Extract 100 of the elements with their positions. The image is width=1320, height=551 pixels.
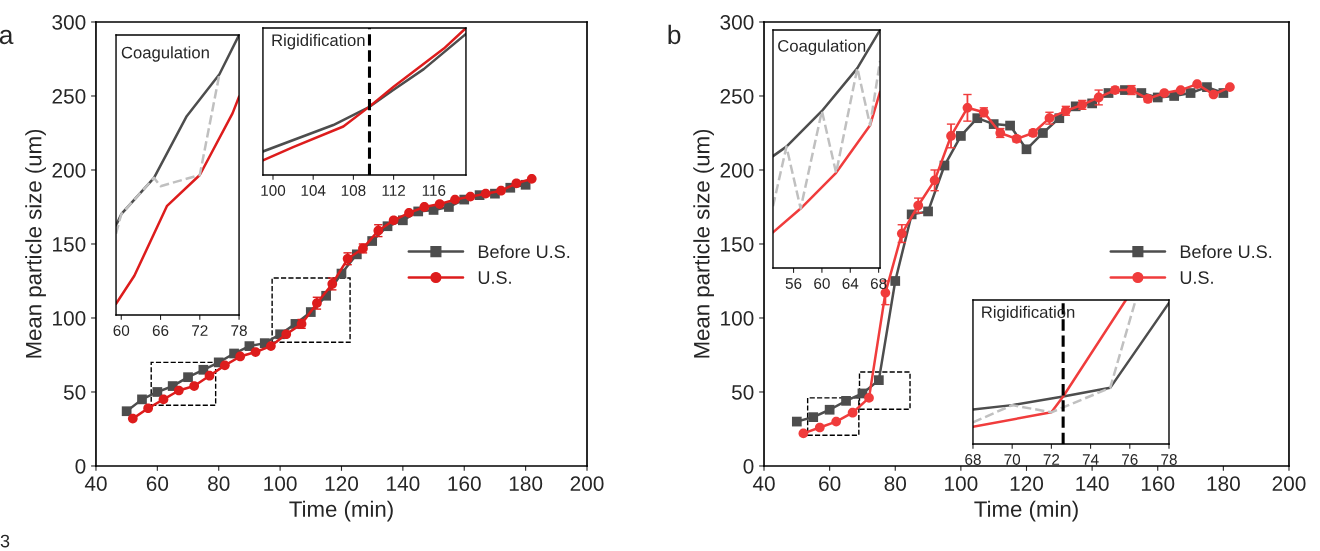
x-tick-label: 80: [884, 476, 907, 492]
legend-label: U.S.: [1180, 271, 1213, 284]
point: [496, 185, 506, 196]
point: [388, 215, 399, 226]
x-tick-label: 160: [1141, 476, 1175, 492]
x-tick-label: 104: [301, 185, 326, 196]
x-tick-label: 56: [785, 278, 802, 289]
y-axis-title: Mean particle size (um): [25, 129, 46, 358]
x-tick-label: 78: [231, 325, 247, 336]
point: [1208, 89, 1219, 100]
x-tick-label: 200: [570, 476, 604, 492]
legend-label: Before U.S.: [478, 244, 570, 259]
x-tick-label: 100: [261, 185, 286, 196]
point: [831, 416, 842, 427]
point: [864, 393, 874, 403]
point: [526, 174, 537, 184]
point: [121, 406, 132, 417]
x-tick-label: 72: [1043, 454, 1060, 465]
point: [824, 404, 835, 415]
point: [158, 394, 169, 405]
chart-title: a: [0, 29, 14, 45]
chart-title: Rigidification: [982, 305, 1075, 322]
point: [923, 206, 933, 217]
point: [189, 381, 200, 391]
point: [1175, 85, 1186, 95]
x-tick-label: 200: [1272, 476, 1306, 492]
point: [956, 131, 966, 141]
y-tick-label: 100: [53, 310, 86, 326]
x-tick-label: 100: [945, 476, 978, 492]
chart-title: b: [668, 24, 681, 45]
y-tick-label: 300: [720, 14, 754, 30]
point: [972, 113, 983, 124]
point: [1185, 88, 1196, 98]
point: [204, 370, 215, 381]
point: [1021, 144, 1032, 155]
y-tick-label: 50: [731, 384, 754, 400]
point: [220, 360, 230, 371]
x-tick-label: 40: [752, 476, 775, 492]
x-axis-title: Time (min): [974, 500, 1078, 522]
point: [873, 375, 884, 385]
y-tick-label: 250: [52, 88, 86, 104]
x-tick-label: 140: [387, 476, 420, 492]
x-tick-label: 78: [1161, 454, 1177, 465]
x-tick-label: 74: [1082, 454, 1099, 465]
point: [1038, 128, 1048, 138]
point: [450, 194, 460, 205]
y-tick-label: 200: [52, 162, 86, 178]
y-tick-label: 150: [721, 236, 754, 252]
y-tick-label: 300: [52, 14, 86, 30]
x-tick-label: 70: [1004, 454, 1021, 465]
point: [127, 413, 138, 424]
point: [1192, 79, 1202, 90]
x-tick-label: 112: [382, 185, 406, 196]
chart-title: Rigidification: [272, 33, 365, 50]
x-tick-label: 100: [264, 476, 297, 492]
x-tick-label: 180: [509, 476, 543, 492]
y-tick-label: 200: [720, 162, 754, 178]
x-tick-label: 66: [152, 325, 169, 336]
point: [465, 191, 476, 202]
x-tick-label: 68: [965, 454, 981, 465]
y-tick-label: 100: [721, 310, 754, 326]
point: [890, 276, 901, 286]
x-tick-label: 60: [819, 476, 841, 492]
point: [235, 351, 246, 362]
point: [404, 208, 414, 218]
x-axis-title: Time (min): [289, 500, 393, 522]
legend-label: Before U.S.: [1180, 244, 1272, 259]
point: [173, 385, 184, 396]
x-tick-label: 160: [448, 476, 481, 492]
y-tick-label: 250: [720, 88, 754, 104]
point: [143, 403, 153, 414]
text: Coagulation: [121, 46, 209, 62]
point: [1159, 88, 1170, 98]
text: 3: [0, 534, 10, 548]
point: [808, 412, 819, 422]
point: [1005, 120, 1015, 131]
x-tick-label: 120: [325, 476, 359, 492]
point: [266, 341, 276, 351]
point: [137, 394, 147, 405]
point: [480, 188, 491, 199]
x-tick-label: 40: [84, 476, 107, 492]
y-tick-label: 150: [53, 236, 86, 252]
y-tick-label: 0: [743, 458, 754, 474]
y-tick-label: 0: [75, 458, 86, 474]
x-tick-label: 120: [1010, 476, 1044, 492]
point: [791, 416, 802, 427]
point: [841, 396, 851, 406]
point: [434, 199, 445, 209]
point: [281, 329, 292, 340]
x-tick-label: 180: [1207, 476, 1240, 492]
point: [1225, 82, 1235, 92]
point: [814, 422, 825, 433]
x-tick-label: 108: [341, 185, 366, 196]
point: [511, 178, 522, 189]
x-tick-label: 72: [192, 325, 208, 336]
y-tick-label: 50: [63, 384, 86, 400]
text: Coagulation: [778, 39, 866, 56]
x-tick-label: 60: [814, 278, 830, 289]
x-tick-label: 60: [113, 325, 130, 336]
x-tick-label: 116: [422, 185, 446, 196]
